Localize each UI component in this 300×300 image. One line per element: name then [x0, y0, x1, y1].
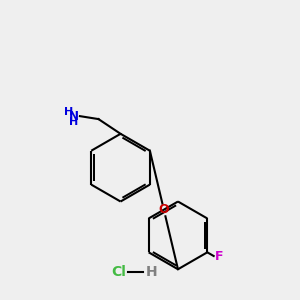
- Text: H: H: [69, 117, 78, 127]
- Text: Cl: Cl: [112, 265, 126, 279]
- Text: H: H: [64, 107, 74, 117]
- Text: F: F: [215, 250, 223, 262]
- Text: H: H: [146, 265, 157, 279]
- Text: N: N: [68, 110, 78, 123]
- Text: O: O: [159, 203, 169, 217]
